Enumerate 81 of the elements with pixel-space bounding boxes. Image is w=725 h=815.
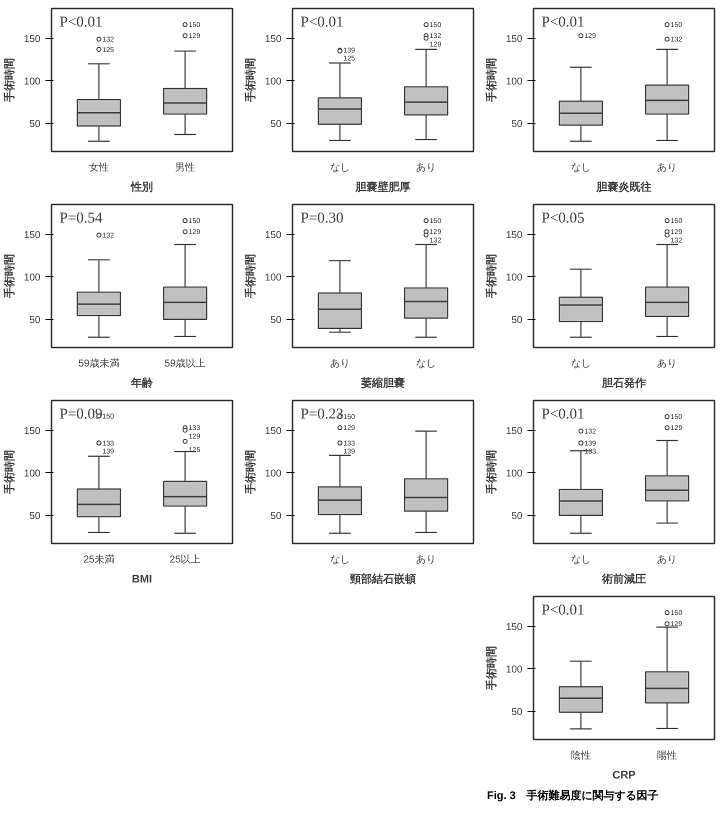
y-tick-label: 50 [270,510,282,522]
y-tick-label: 150 [264,230,282,241]
x-tick-label: なし [330,554,350,566]
annotation: P=0.09 [60,406,103,422]
x-tick-label: 男性 [175,162,196,174]
x-tick-label: あり [657,554,678,566]
annotation: P<0.01 [542,14,585,30]
y-axis-title: 手術時間 [2,450,16,495]
x-tick-label: 陰性 [570,750,591,762]
x-tick-label: 59歳以上 [164,358,206,370]
x-tick-label: あり [330,358,350,370]
y-tick-label: 100 [264,76,282,88]
x-tick-label: 25未満 [83,554,114,566]
y-tick-label: 50 [511,314,523,326]
y-tick-label: 50 [511,706,523,718]
x-axis-title: 萎縮胆嚢 [360,376,405,390]
y-tick-label: 150 [264,426,282,437]
x-tick-label: 59歳未満 [78,358,120,370]
annotation: P<0.01 [60,14,103,30]
x-axis-title: 胆嚢炎既往 [596,180,652,194]
annotation: P<0.01 [542,602,585,618]
y-tick-label: 100 [24,76,41,88]
x-tick-label: あり [657,358,678,370]
y-tick-label: 50 [511,118,523,130]
y-axis-title: 手術時間 [484,58,498,103]
y-tick-label: 150 [24,34,41,45]
x-axis-title: 年齢 [130,376,154,390]
x-tick-label: 陽性 [657,750,678,762]
y-axis-title: 手術時間 [2,254,16,299]
annotation: P<0.01 [300,14,344,30]
y-tick-label: 100 [506,76,523,88]
x-tick-label: 25以上 [170,554,201,566]
x-axis-title: BMI [132,574,152,586]
y-tick-label: 50 [29,118,41,130]
y-tick-label: 150 [506,230,523,241]
caption: Fig. 3 手術難易度に関与する因子 [487,789,659,804]
y-tick-label: 150 [264,34,282,45]
y-axis-title: 手術時間 [244,254,257,299]
y-tick-label: 150 [24,426,41,437]
x-tick-label: あり [416,554,436,566]
annotation: P=0.54 [60,210,104,226]
x-axis-title: 胆嚢壁肥厚 [354,180,410,194]
annotation: P=0.23 [300,406,344,422]
y-tick-label: 100 [506,272,523,284]
x-tick-label: あり [416,162,436,174]
y-tick-label: 50 [29,314,41,326]
annotation: P<0.05 [542,210,585,226]
x-axis-title: 術前減圧 [601,572,646,586]
x-axis-title: CRP [612,770,636,782]
x-tick-label: なし [570,554,591,566]
x-axis-title: 胆石発作 [601,376,646,390]
y-tick-label: 150 [506,34,523,45]
y-tick-label: 100 [264,272,282,284]
y-axis-title: 手術時間 [244,58,257,103]
y-tick-label: 150 [506,426,523,437]
x-tick-label: あり [657,162,678,174]
y-tick-label: 50 [270,314,282,326]
y-tick-label: 50 [270,118,282,130]
y-axis-title: 手術時間 [484,646,498,691]
y-axis-title: 手術時間 [484,450,498,495]
annotation: P=0.30 [300,210,344,226]
y-tick-label: 50 [29,510,41,522]
annotation: P<0.01 [542,406,585,422]
y-tick-label: 150 [24,230,41,241]
x-axis-title: 性別 [130,180,153,194]
x-tick-label: なし [570,358,591,370]
y-tick-label: 50 [511,510,523,522]
y-tick-label: 100 [24,468,41,480]
y-tick-label: 100 [24,272,41,284]
y-axis-title: 手術時間 [2,58,16,103]
x-axis-title: 頸部結石嵌頓 [349,572,416,586]
y-axis-title: 手術時間 [244,450,257,495]
y-tick-label: 100 [506,664,523,676]
y-axis-title: 手術時間 [484,254,498,299]
x-tick-label: 女性 [88,162,109,174]
x-tick-label: なし [330,162,350,174]
x-tick-label: なし [416,358,436,370]
y-tick-label: 100 [264,468,282,480]
y-tick-label: 100 [506,468,523,480]
y-tick-label: 150 [506,622,523,633]
x-tick-label: なし [570,162,591,174]
